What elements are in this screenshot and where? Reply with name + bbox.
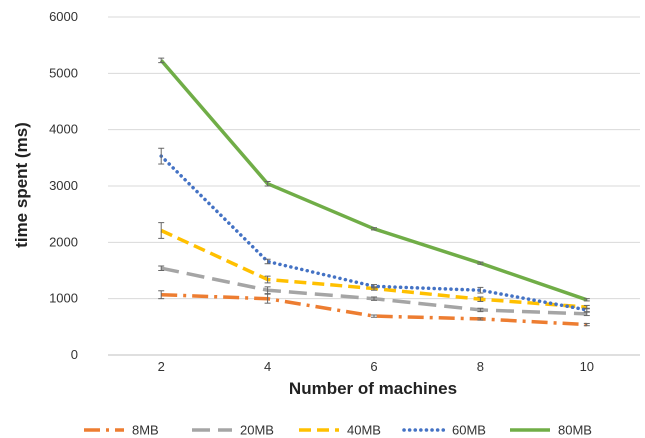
- y-axis-ticks: 0 1000 2000 3000 4000 5000 6000: [49, 9, 78, 362]
- gridlines: [108, 16, 640, 356]
- legend-item-40mb: 40MB: [299, 423, 381, 438]
- error-bar: [264, 180, 271, 187]
- error-bar: [158, 265, 165, 271]
- error-bar: [477, 296, 484, 302]
- legend: 8MB 20MB 40MB 60MB 80MB: [84, 423, 592, 438]
- error-bar: [583, 298, 590, 302]
- legend-item-80mb: 80MB: [510, 423, 592, 438]
- y-tick-label: 5000: [49, 65, 78, 80]
- y-axis-title: time spent (ms): [12, 122, 31, 248]
- x-tick-label: 8: [477, 359, 484, 374]
- y-tick-label: 0: [71, 347, 78, 362]
- error-bar: [371, 227, 377, 231]
- y-tick-label: 4000: [49, 122, 78, 137]
- x-tick-label: 4: [264, 359, 271, 374]
- series-line-8mb: [161, 292, 587, 327]
- legend-item-8mb: 8MB: [84, 423, 159, 438]
- y-tick-label: 2000: [49, 234, 78, 249]
- error-bar: [371, 284, 377, 289]
- x-axis-ticks: 2 4 6 8 10: [158, 359, 594, 374]
- x-axis-title: Number of machines: [289, 379, 457, 398]
- error-bar: [583, 322, 590, 327]
- legend-item-20mb: 20MB: [192, 423, 274, 438]
- legend-item-60mb: 60MB: [402, 423, 486, 438]
- x-tick-label: 6: [370, 359, 377, 374]
- error-bar: [264, 293, 271, 304]
- y-tick-label: 6000: [49, 9, 78, 24]
- x-tick-label: 10: [580, 359, 594, 374]
- error-bar: [264, 258, 271, 265]
- error-bar: [477, 286, 484, 294]
- error-bars: [158, 57, 590, 327]
- y-tick-label: 1000: [49, 291, 78, 306]
- error-bar: [158, 290, 165, 300]
- error-bar: [583, 311, 590, 317]
- y-tick-label: 3000: [49, 178, 78, 193]
- error-bar: [158, 147, 165, 165]
- legend-label: 80MB: [558, 423, 592, 438]
- error-bar: [264, 275, 271, 284]
- legend-label: 60MB: [452, 423, 486, 438]
- series-line-20mb: [160, 266, 587, 316]
- series-line-80mb: [159, 59, 588, 302]
- error-bar: [158, 57, 165, 64]
- error-bar: [477, 261, 484, 265]
- legend-label: 20MB: [240, 423, 274, 438]
- error-bar: [371, 296, 377, 301]
- error-bar: [264, 286, 271, 295]
- x-tick-label: 2: [158, 359, 165, 374]
- legend-label: 8MB: [132, 423, 159, 438]
- error-bar: [371, 314, 377, 318]
- error-bar: [477, 317, 484, 321]
- legend-label: 40MB: [347, 423, 381, 438]
- error-bar: [583, 307, 590, 313]
- error-bar: [158, 222, 165, 239]
- error-bar: [477, 307, 484, 313]
